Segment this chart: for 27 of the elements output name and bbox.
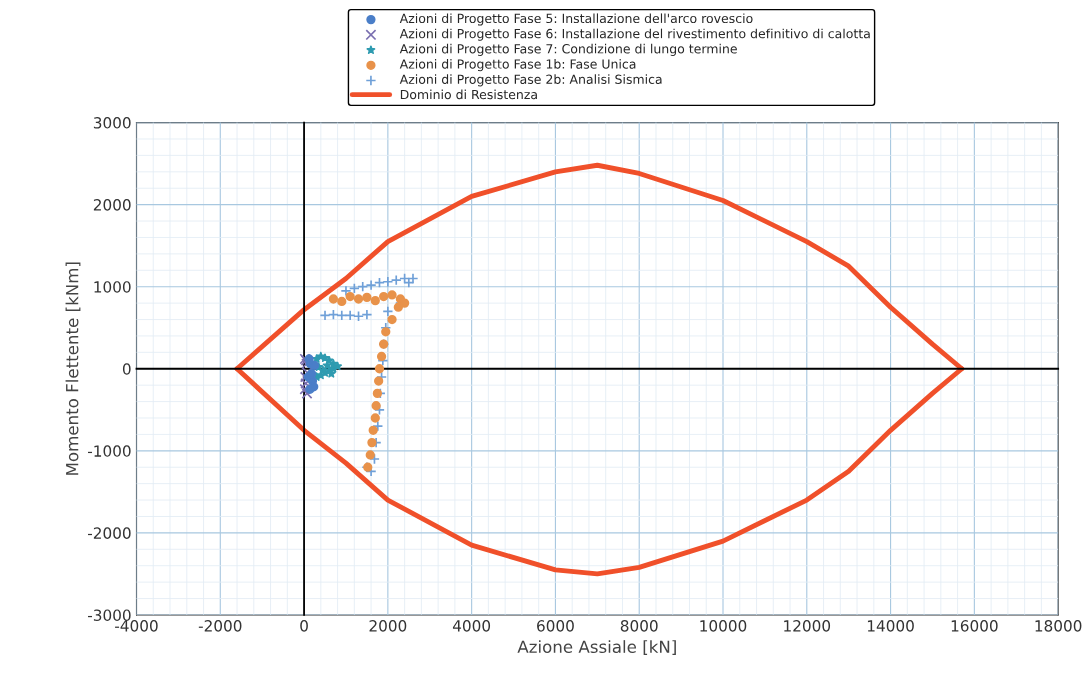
x-tick-label: 18000 — [1035, 620, 1082, 632]
legend-label: Azioni di Progetto Fase 5: Installazione dell'arco rovescio — [399, 13, 753, 26]
y-tick-label: 0 — [122, 363, 131, 375]
y-tick-label: -3000 — [87, 609, 131, 621]
x-tick-label: 4000 — [452, 620, 491, 632]
x-tick-label: 10000 — [700, 620, 747, 632]
x-tick-label: 12000 — [784, 620, 831, 632]
legend-label: Azioni di Progetto Fase 1b: Fase Unica — [399, 59, 636, 72]
x-tick-label: 16000 — [951, 620, 998, 632]
legend-label: Azioni di Progetto Fase 7: Condizione di lungo termine — [399, 43, 737, 56]
x-tick-label: 14000 — [867, 620, 914, 632]
legend-label: Azioni di Progetto Fase 6: Installazione del rivestimento definitivo di calotta — [399, 28, 870, 41]
x-tick-label: -4000 — [115, 620, 158, 632]
x-tick-label: 0 — [300, 620, 308, 632]
x-tick-label: 2000 — [369, 620, 407, 632]
y-tick-label: 1000 — [94, 281, 131, 293]
legend-label: Azioni di Progetto Fase 2b: Analisi Sismica — [399, 74, 662, 87]
y-tick-label: -2000 — [87, 527, 131, 539]
legend-label: Dominio di Resistenza — [400, 89, 537, 100]
x-tick-label: 8000 — [620, 620, 658, 632]
y-axis-title: Momento Flettente [kNm] — [65, 262, 81, 475]
y-tick-label: 3000 — [93, 117, 131, 129]
x-tick-label: 6000 — [537, 620, 574, 632]
x-tick-label: -2000 — [198, 620, 242, 632]
x-axis-title: Azione Assiale [kN] — [517, 640, 676, 656]
y-tick-label: -1000 — [87, 445, 131, 457]
y-tick-label: 2000 — [93, 199, 131, 211]
